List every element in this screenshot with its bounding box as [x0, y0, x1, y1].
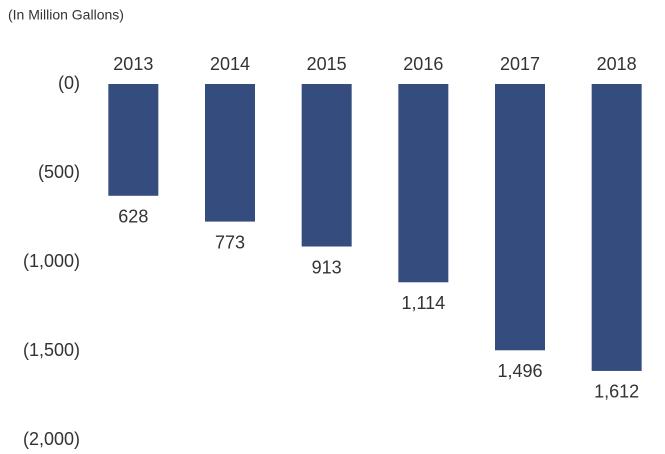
bar: [398, 84, 449, 283]
bar: [205, 84, 255, 222]
x-tick-label: 2018: [597, 54, 637, 74]
chart-subtitle: (In Million Gallons): [8, 7, 124, 23]
x-tick-label: 2013: [113, 54, 153, 74]
data-label: 1,496: [497, 361, 542, 381]
data-label: 628: [118, 207, 148, 227]
bar: [108, 84, 159, 196]
bar: [495, 84, 545, 351]
y-tick-label: (2,000): [23, 429, 80, 449]
x-tick-label: 2015: [307, 54, 347, 74]
data-label: 1,612: [594, 382, 639, 402]
y-tick-label: (500): [38, 162, 80, 182]
data-label: 913: [312, 257, 342, 277]
y-tick-label: (0): [58, 73, 80, 93]
y-tick-label: (1,000): [23, 251, 80, 271]
data-label: 1,114: [401, 293, 445, 313]
x-tick-label: 2014: [210, 54, 250, 74]
y-tick-label: (1,500): [23, 340, 80, 360]
x-tick-label: 2016: [403, 54, 443, 74]
bar: [301, 84, 352, 247]
data-label: 773: [215, 232, 245, 252]
x-tick-label: 2017: [500, 54, 540, 74]
bar: [591, 84, 642, 371]
